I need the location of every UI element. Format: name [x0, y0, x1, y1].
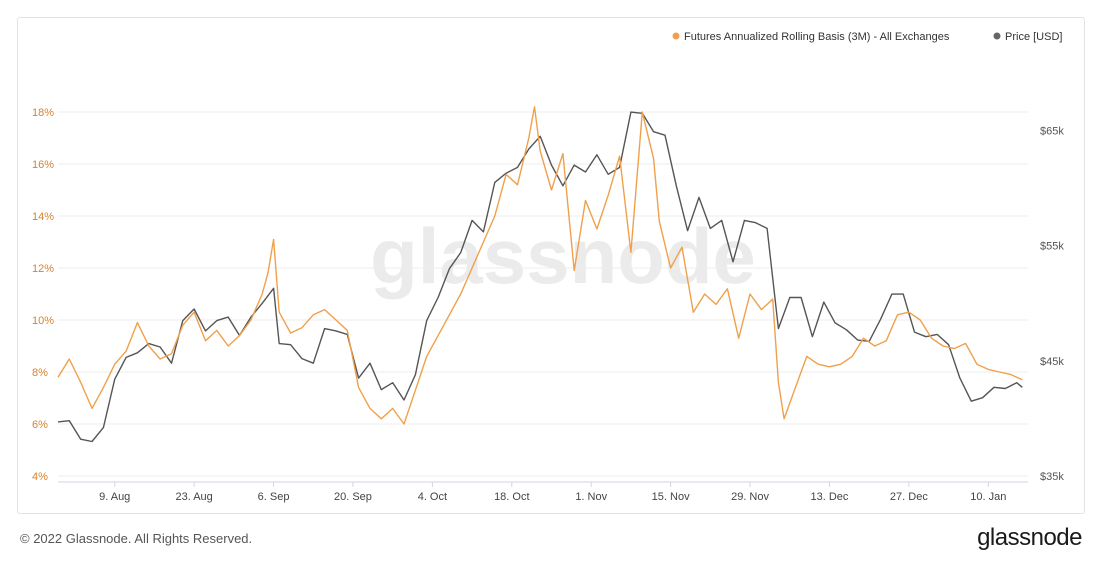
- copyright-text: © 2022 Glassnode. All Rights Reserved.: [20, 531, 253, 546]
- legend-label-price: Price [USD]: [1005, 31, 1062, 43]
- x-axis-tick-label: 10. Jan: [970, 491, 1006, 503]
- x-axis-tick-label: 9. Aug: [99, 491, 130, 503]
- x-axis-tick-label: 20. Sep: [334, 491, 372, 503]
- x-axis-tick-label: 18. Oct: [494, 491, 529, 503]
- legend-label-basis: Futures Annualized Rolling Basis (3M) - …: [684, 31, 950, 43]
- x-axis-tick-label: 4. Oct: [418, 491, 447, 503]
- left-axis-tick-label: 4%: [32, 471, 48, 483]
- x-axis-tick-label: 13. Dec: [811, 491, 849, 503]
- left-axis-tick-label: 16%: [32, 159, 54, 171]
- left-axis-tick-label: 6%: [32, 419, 48, 431]
- chart-frame: glassnode 4% 6% 8% 10% 12% 14% 16% 18% $35k $45k $5…: [17, 17, 1085, 514]
- x-axis-tick-label: 6. Sep: [258, 491, 290, 503]
- left-axis-tick-label: 10%: [32, 315, 54, 327]
- legend-marker-price: [993, 32, 1001, 40]
- price-series-line: [57, 111, 1023, 443]
- basis-series-line: [57, 106, 1023, 425]
- x-axis-tick-label: 29. Nov: [731, 491, 769, 503]
- watermark-text: glassnode: [370, 212, 756, 300]
- left-axis-tick-label: 8%: [32, 367, 48, 379]
- glassnode-logo[interactable]: glassnode: [977, 524, 1082, 551]
- right-axis-tick-label: $65k: [1040, 126, 1064, 138]
- right-axis-tick-label: $35k: [1040, 471, 1064, 483]
- x-axis-tick-label: 27. Dec: [890, 491, 928, 503]
- x-axis-tick-label: 23. Aug: [175, 491, 212, 503]
- left-axis-tick-label: 14%: [32, 211, 54, 223]
- right-axis-tick-label: $55k: [1040, 241, 1064, 253]
- legend-marker-basis: [672, 32, 680, 40]
- x-axis-tick-label: 15. Nov: [652, 491, 690, 503]
- left-axis-tick-label: 12%: [32, 263, 54, 275]
- chart-canvas: glassnode 4% 6% 8% 10% 12% 14% 16% 18% $35k $45k $5…: [32, 31, 1064, 503]
- right-axis-tick-label: $45k: [1040, 356, 1064, 368]
- left-axis-tick-label: 18%: [32, 107, 54, 119]
- x-axis-tick-label: 1. Nov: [575, 491, 607, 503]
